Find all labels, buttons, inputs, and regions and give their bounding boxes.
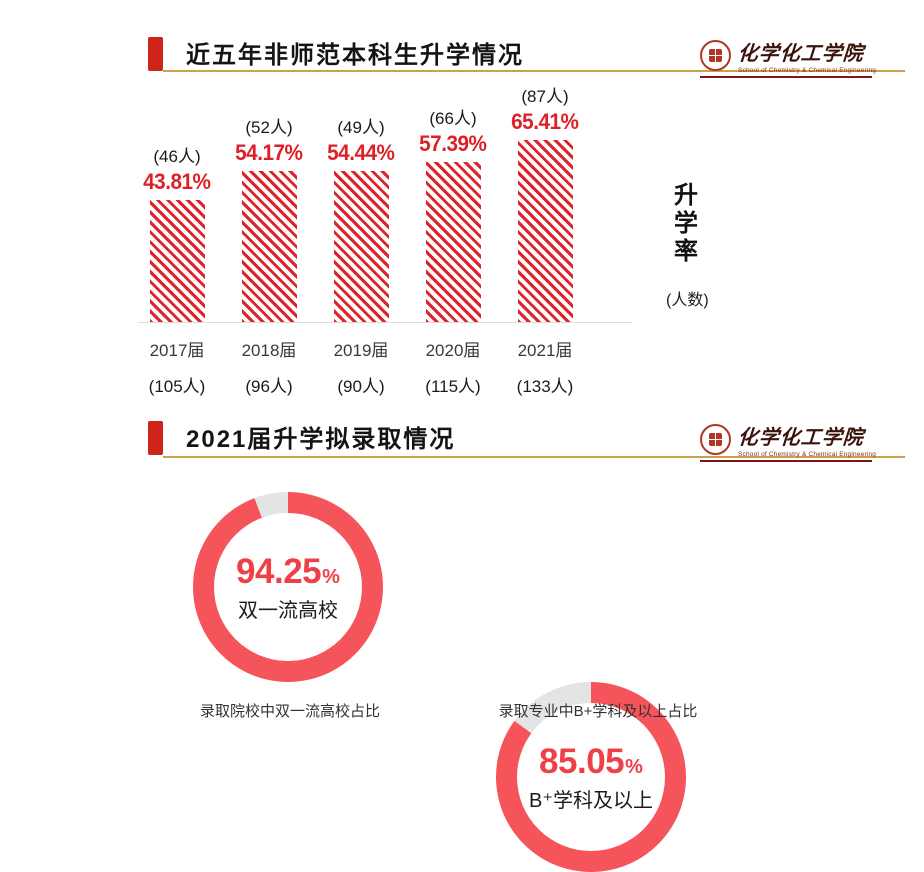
bar-admitted-count-label: (87人) [521, 86, 569, 106]
x-axis-cohort-label: (105人) [148, 377, 206, 396]
bar-value-label: 54.17% [235, 140, 303, 166]
bar-admitted-count-label: (46人) [153, 147, 201, 167]
donut-caption-shuangyiliu: 录取院校中双一流高校占比 [199, 703, 380, 720]
donut-label: 双一流高校 [238, 599, 338, 622]
bar-admitted-count-label: (66人) [429, 109, 477, 129]
bar-2021届 [517, 139, 573, 323]
x-axis-cohort-label: (115人) [425, 377, 481, 396]
bar-admitted-count-label: (49人) [337, 117, 385, 137]
donut-caption-bplus: 录取专业中B+学科及以上占比 [498, 703, 698, 720]
section1-title: 近五年非师范本科生升学情况 [186, 42, 524, 69]
section2-underline [163, 456, 905, 458]
x-axis-cohort-label: (90人) [337, 377, 385, 396]
x-axis-group: 2020届 (115人) [407, 336, 499, 397]
bar-group: (52人) 54.17% [223, 113, 315, 323]
x-axis-group: 2021届 (133人) [499, 336, 591, 397]
logo-subtitle: School of Chemistry & Chemical Engineeri… [738, 451, 877, 458]
x-axis-category-label: 2021届 [517, 341, 573, 360]
percent-sign: % [322, 565, 340, 588]
x-axis-cohort-label: (96人) [245, 377, 293, 396]
percent-sign: % [625, 755, 643, 778]
x-axis-group: 2017届 (105人) [131, 336, 223, 397]
donut-label: B⁺学科及以上 [529, 789, 653, 812]
donut-value-number: 85.05 [539, 741, 625, 781]
x-axis-group: 2018届 (96人) [223, 336, 315, 397]
x-axis-labels: 2017届 (105人) 2018届 (96人) 2019届 (90人) 2020届 (115… [138, 336, 648, 396]
school-seal-icon [700, 424, 731, 455]
bar-2018届 [241, 171, 297, 323]
x-axis-line [138, 322, 632, 323]
donut-chart-shuangyiliu: 94.25 % 双一流高校 [193, 492, 383, 682]
bar-group: (46人) 43.81% [131, 142, 223, 323]
school-seal-icon [700, 40, 731, 71]
logo-text-block: 化学化工学院 School of Chemistry & Chemical En… [737, 421, 877, 458]
x-axis-category-label: 2020届 [425, 341, 481, 360]
y-axis-sublabel: (人数) [666, 292, 709, 309]
donut-value: 85.05 % [539, 742, 643, 782]
donut-chart-bplus: 85.05 % B⁺学科及以上 [496, 682, 686, 872]
donut-center-text: 94.25 % 双一流高校 [193, 492, 383, 682]
bar-value-label: 54.44% [327, 139, 395, 165]
bar-chart: (46人) 43.81% (52人) 54.17% (49人) 54.44% (66人) 57… [138, 87, 648, 323]
logo2-underline [700, 460, 872, 462]
x-axis-category-label: 2018届 [241, 341, 297, 360]
section2-title: 2021届升学拟录取情况 [186, 426, 456, 453]
section1-underline [163, 70, 905, 72]
school-logo: 化学化工学院 School of Chemistry & Chemical En… [700, 37, 876, 74]
bar-2019届 [333, 170, 389, 323]
donut-value: 94.25 % [236, 552, 340, 592]
x-axis-category-label: 2017届 [149, 341, 205, 360]
donut-center-text: 85.05 % B⁺学科及以上 [496, 682, 686, 872]
section1-bullet [148, 37, 163, 71]
bar-2020届 [425, 162, 481, 323]
x-axis-category-label: 2019届 [333, 341, 389, 360]
y-axis-label: 升学率 [674, 182, 698, 265]
bar-value-label: 43.81% [143, 169, 211, 195]
bar-value-label: 65.41% [511, 108, 579, 134]
section2-bullet [148, 421, 163, 455]
bar-2017届 [149, 200, 205, 323]
x-axis-cohort-label: (133人) [516, 377, 574, 396]
bar-admitted-count-label: (52人) [245, 118, 293, 138]
bar-group: (87人) 65.41% [499, 82, 591, 323]
logo-subtitle: School of Chemistry & Chemical Engineeri… [738, 67, 877, 74]
logo-name: 化学化工学院 [737, 427, 865, 449]
donut-value-number: 94.25 [236, 551, 322, 591]
seal-emblem-icon [709, 49, 722, 62]
school-logo-2: 化学化工学院 School of Chemistry & Chemical En… [700, 421, 876, 458]
bar-group: (66人) 57.39% [407, 104, 499, 323]
logo-text-block: 化学化工学院 School of Chemistry & Chemical En… [737, 37, 877, 74]
bar-group: (49人) 54.44% [315, 113, 407, 323]
seal-emblem-icon [709, 433, 722, 446]
x-axis-group: 2019届 (90人) [315, 336, 407, 397]
logo-name: 化学化工学院 [737, 43, 865, 65]
logo1-underline [700, 76, 872, 78]
bar-value-label: 57.39% [419, 131, 487, 157]
